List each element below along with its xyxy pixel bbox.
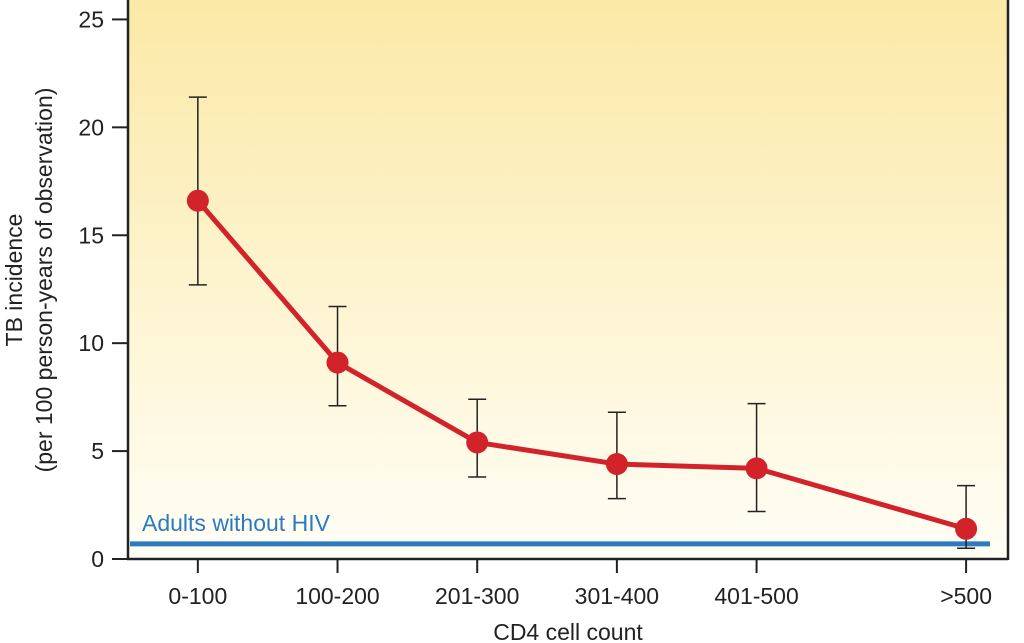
y-tick-label-0: 0 [91,546,104,572]
x-tick-label-3: 301-400 [575,583,659,609]
x-tick-label-2: 201-300 [435,583,519,609]
data-point-5 [955,517,978,540]
data-point-3 [605,453,628,476]
data-points [186,189,978,540]
x-tick-label-5: >500 [940,583,992,609]
reference-line-label: Adults without HIV [142,510,331,536]
data-point-0 [186,189,209,212]
y-tick-label-10: 10 [78,330,104,356]
y-axis-title-line2: (per 100 person-years of observation) [31,88,57,473]
reference-layer: Adults without HIV [130,510,990,547]
y-tick-label-5: 5 [91,438,104,464]
y-ticks: 0 5 10 15 20 25 [78,6,128,572]
data-point-2 [466,431,489,454]
x-tick-label-1: 100-200 [295,583,379,609]
x-axis-title: CD4 cell count [493,619,643,643]
x-tick-label-0: 0-100 [168,583,227,609]
series-line [195,199,967,532]
data-point-4 [745,457,768,480]
y-tick-label-20: 20 [78,114,104,140]
y-axis-title: TB incidence [1,214,27,347]
plot-background [128,0,1008,559]
y-tick-label-15: 15 [78,222,104,248]
x-tick-label-4: 401-500 [714,583,798,609]
x-ticks: 0-100 100-200 201-300 301-400 401-500 >500 [168,559,992,609]
data-point-1 [326,351,349,374]
series-line-layer [195,199,967,532]
y-tick-label-25: 25 [78,6,104,32]
